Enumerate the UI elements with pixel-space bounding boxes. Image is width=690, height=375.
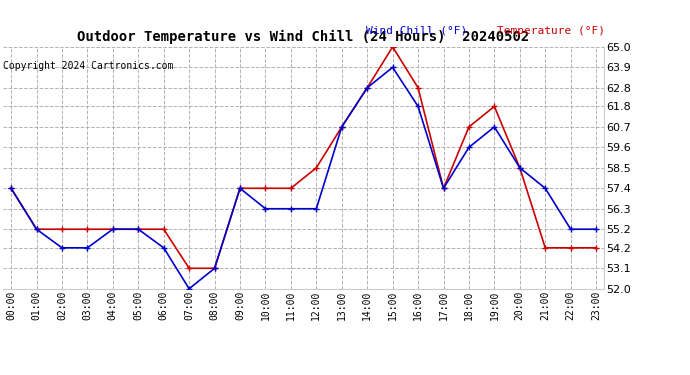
Text: Wind Chill (°F): Wind Chill (°F) [366, 26, 467, 36]
Title: Outdoor Temperature vs Wind Chill (24 Hours)  20240502: Outdoor Temperature vs Wind Chill (24 Ho… [77, 30, 530, 44]
Text: Copyright 2024 Cartronics.com: Copyright 2024 Cartronics.com [3, 62, 174, 71]
Text: Temperature (°F): Temperature (°F) [497, 26, 605, 36]
